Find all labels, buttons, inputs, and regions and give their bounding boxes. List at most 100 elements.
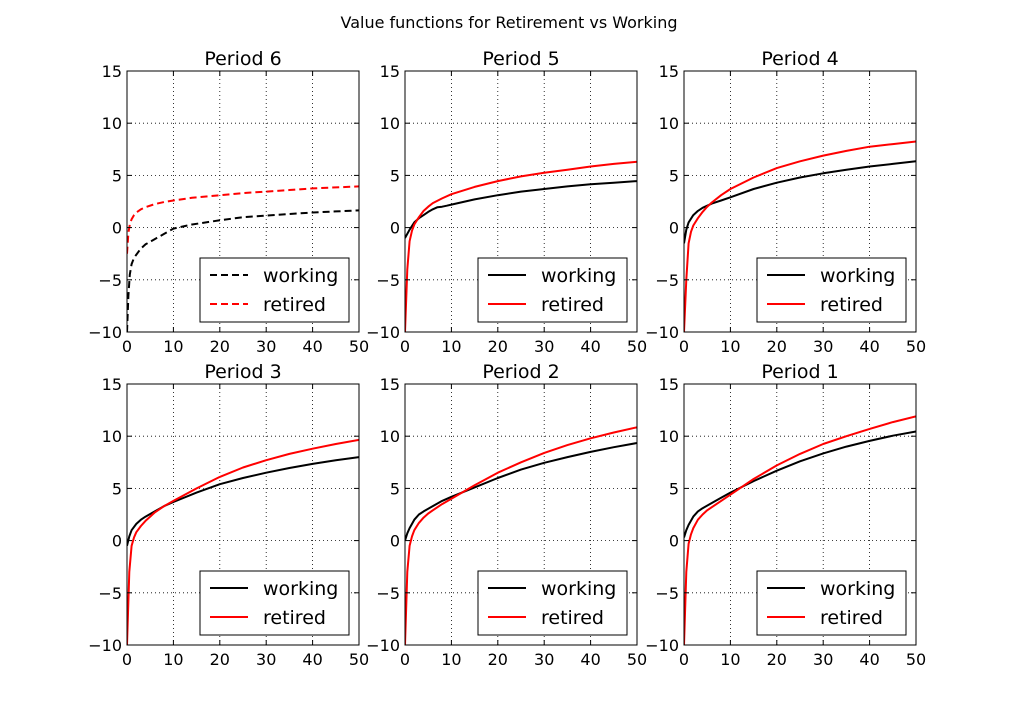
x-tick-label: 10 — [163, 337, 183, 356]
y-tick-label: −10 — [366, 636, 400, 655]
chart-title: Period 1 — [761, 361, 838, 383]
y-tick-label: −10 — [366, 323, 400, 342]
y-tick-label: 0 — [112, 532, 122, 551]
x-tick-label: 10 — [441, 650, 461, 669]
axes-frame — [683, 70, 917, 333]
legend: working retired — [199, 257, 350, 323]
chart-panel-1: 0 10 20 30 40 50 −10 −5 0 5 10 15 Period 6 working ret… — [88, 48, 369, 356]
series-line-retired — [405, 160, 637, 332]
legend-box — [756, 257, 907, 323]
x-tick-label: 40 — [859, 337, 879, 356]
legend-box — [199, 570, 350, 636]
series-line-retired — [684, 415, 916, 645]
x-tick-label: 50 — [627, 650, 647, 669]
legend: working retired — [756, 570, 907, 636]
axes-frame — [683, 383, 917, 646]
x-tick-label: 0 — [679, 650, 689, 669]
x-tick-label: 0 — [400, 337, 410, 356]
y-tick-label: −5 — [376, 584, 400, 603]
x-tick-label: 10 — [441, 337, 461, 356]
series-group — [405, 426, 637, 645]
series-group — [127, 185, 359, 332]
x-tick-label: 0 — [122, 337, 132, 356]
y-tick-label: 10 — [102, 427, 122, 446]
y-tick-label: −5 — [98, 271, 122, 290]
y-tick-label: 5 — [112, 479, 122, 498]
chart-title: Period 4 — [761, 48, 838, 70]
chart-title: Period 3 — [204, 361, 281, 383]
y-tick-label: 15 — [380, 375, 400, 394]
legend-label-retired: retired — [541, 294, 604, 316]
legend: working retired — [199, 570, 350, 636]
x-tick-label: 30 — [534, 650, 554, 669]
x-tick-label: 50 — [906, 337, 926, 356]
legend-label-retired: retired — [263, 607, 326, 629]
x-tick-label: 40 — [302, 337, 322, 356]
x-tick-label: 30 — [256, 337, 276, 356]
legend-label-working: working — [820, 578, 895, 600]
y-tick-label: 5 — [669, 166, 679, 185]
y-tick-label: −10 — [88, 323, 122, 342]
y-tick-label: −5 — [655, 584, 679, 603]
legend-box — [477, 570, 628, 636]
series-group — [127, 438, 359, 645]
legend: working retired — [756, 257, 907, 323]
chart-panel-4: 0 10 20 30 40 50 −10 −5 0 5 10 15 Period 3 working ret… — [88, 361, 369, 669]
series-group — [684, 415, 916, 645]
x-tick-label: 30 — [813, 650, 833, 669]
legend-label-retired: retired — [263, 294, 326, 316]
figure-title: Value functions for Retirement vs Workin… — [341, 13, 678, 32]
series-line-working — [684, 430, 916, 538]
x-tick-label: 0 — [122, 650, 132, 669]
x-tick-label: 40 — [302, 650, 322, 669]
y-tick-label: 0 — [390, 219, 400, 238]
series-line-retired — [405, 426, 637, 645]
legend-label-retired: retired — [820, 607, 883, 629]
axes-frame — [404, 70, 638, 333]
series-line-working — [684, 160, 916, 244]
y-tick-label: −5 — [376, 271, 400, 290]
y-tick-label: 0 — [390, 532, 400, 551]
axes-frame — [126, 383, 360, 646]
y-tick-label: −5 — [655, 271, 679, 290]
series-group — [405, 160, 637, 332]
y-tick-label: 5 — [669, 479, 679, 498]
y-tick-label: 10 — [659, 114, 679, 133]
legend: working retired — [477, 257, 628, 323]
y-tick-label: 15 — [659, 375, 679, 394]
legend-label-working: working — [263, 578, 338, 600]
legend-box — [199, 257, 350, 323]
x-tick-label: 10 — [720, 337, 740, 356]
axes-frame — [126, 70, 360, 333]
y-tick-label: 0 — [112, 219, 122, 238]
legend-label-working: working — [541, 265, 616, 287]
y-tick-label: 5 — [112, 166, 122, 185]
x-tick-label: 50 — [349, 650, 369, 669]
chart-title: Period 2 — [482, 361, 559, 383]
chart-title: Period 6 — [204, 48, 281, 70]
series-line-working — [405, 442, 637, 541]
legend-box — [477, 257, 628, 323]
y-tick-label: 10 — [102, 114, 122, 133]
legend-box — [756, 570, 907, 636]
x-tick-label: 30 — [813, 337, 833, 356]
series-group — [684, 140, 916, 332]
legend: working retired — [477, 570, 628, 636]
x-tick-label: 40 — [580, 650, 600, 669]
legend-label-retired: retired — [541, 607, 604, 629]
x-tick-label: 20 — [488, 337, 508, 356]
x-tick-label: 20 — [767, 650, 787, 669]
x-tick-label: 20 — [210, 337, 230, 356]
legend-label-working: working — [541, 578, 616, 600]
chart-title: Period 5 — [482, 48, 559, 70]
x-tick-label: 30 — [534, 337, 554, 356]
x-tick-label: 0 — [679, 337, 689, 356]
y-tick-label: −10 — [88, 636, 122, 655]
x-tick-label: 40 — [859, 650, 879, 669]
x-tick-label: 20 — [767, 337, 787, 356]
x-tick-label: 50 — [349, 337, 369, 356]
legend-label-working: working — [820, 265, 895, 287]
y-tick-label: 15 — [102, 62, 122, 81]
y-tick-label: 15 — [380, 62, 400, 81]
